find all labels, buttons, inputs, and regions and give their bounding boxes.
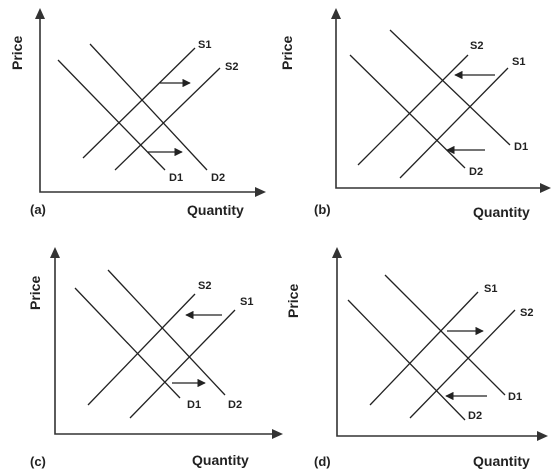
supply-curve-s1 bbox=[399, 67, 509, 179]
y-axis-arrowhead bbox=[332, 247, 342, 258]
label-s2: S2 bbox=[470, 40, 483, 52]
y-axis-arrowhead bbox=[35, 8, 45, 19]
supply-curve-s2 bbox=[357, 54, 469, 166]
label-s1: S1 bbox=[484, 283, 497, 295]
demand-curve-d1 bbox=[384, 274, 506, 396]
y-axis-label: Price bbox=[27, 276, 43, 310]
y-axis-label: Price bbox=[9, 36, 25, 70]
axes bbox=[39, 17, 258, 193]
label-d2: D2 bbox=[228, 399, 242, 411]
supply-curve-s1 bbox=[82, 47, 196, 159]
y-axis-arrowhead bbox=[331, 8, 341, 19]
supply-curve-s1 bbox=[129, 309, 236, 419]
panel-label: (c) bbox=[30, 454, 46, 469]
label-d1: D1 bbox=[508, 391, 522, 403]
x-axis-arrowhead bbox=[255, 187, 266, 197]
panel-b: Price S2 S1 D1 D2 (b) Quantity bbox=[279, 8, 551, 220]
x-axis-arrowhead bbox=[272, 429, 283, 439]
panel-d: Price S1 S2 D1 D2 (d) Quantity bbox=[285, 247, 548, 469]
label-s1: S1 bbox=[240, 296, 253, 308]
label-d1: D1 bbox=[187, 399, 201, 411]
supply-curve-s1 bbox=[369, 291, 479, 406]
demand-curve-d2 bbox=[107, 269, 226, 396]
y-axis-arrowhead bbox=[50, 247, 60, 258]
demand-curve-d2 bbox=[89, 43, 208, 171]
x-axis-arrowhead bbox=[537, 431, 548, 441]
label-s1: S1 bbox=[198, 39, 211, 51]
demand-curve-d2 bbox=[389, 29, 511, 146]
supply-curve-s2 bbox=[87, 293, 196, 406]
supply-curve-s2 bbox=[114, 67, 221, 171]
axes bbox=[336, 256, 540, 437]
label-s2: S2 bbox=[520, 307, 533, 319]
supply-curve-s2 bbox=[409, 309, 516, 419]
label-d1: D1 bbox=[169, 172, 183, 184]
demand-curve-d2 bbox=[347, 299, 466, 421]
x-axis-label: Quantity bbox=[192, 452, 249, 468]
label-d2: D2 bbox=[469, 166, 483, 178]
panel-a: Price S1 S2 D1 D2 (a) Quantity bbox=[9, 8, 266, 218]
y-axis-label: Price bbox=[285, 284, 301, 318]
demand-curve-d1 bbox=[74, 287, 181, 399]
x-axis-label: Quantity bbox=[187, 202, 244, 218]
axes bbox=[335, 17, 543, 189]
y-axis-label: Price bbox=[279, 36, 295, 70]
x-axis-label: Quantity bbox=[473, 453, 530, 469]
label-s2: S2 bbox=[198, 280, 211, 292]
label-d2: D2 bbox=[468, 410, 482, 422]
demand-curve-d1 bbox=[349, 54, 466, 169]
axes bbox=[54, 256, 275, 435]
label-d2: D2 bbox=[211, 172, 225, 184]
panel-c: Price S2 S1 D1 D2 (c) Quantity bbox=[27, 247, 283, 469]
panel-label: (d) bbox=[314, 454, 331, 469]
x-axis-label: Quantity bbox=[473, 204, 530, 220]
x-axis-arrowhead bbox=[540, 183, 551, 193]
panel-label: (b) bbox=[314, 202, 331, 217]
demand-curve-d1 bbox=[57, 59, 166, 171]
label-s2: S2 bbox=[225, 61, 238, 73]
label-d1: D1 bbox=[514, 141, 528, 153]
panel-label: (a) bbox=[30, 202, 46, 217]
label-s1: S1 bbox=[512, 56, 525, 68]
